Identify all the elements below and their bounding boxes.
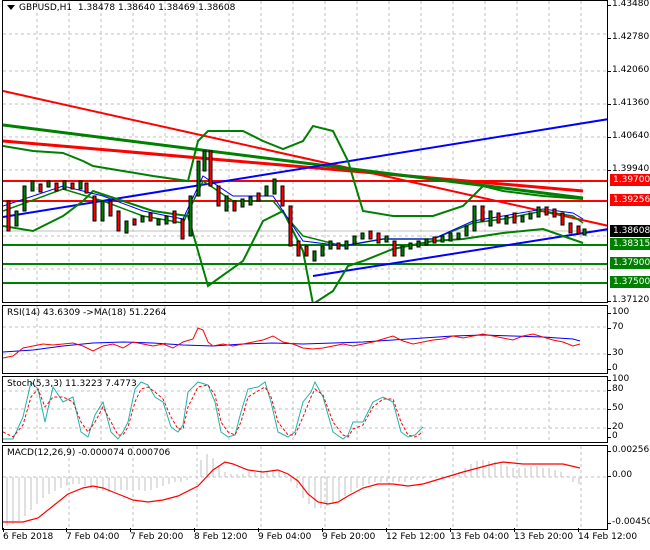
- time-tick: 12 Feb 12:00: [386, 528, 446, 542]
- rsi-tick: 70: [607, 322, 624, 332]
- time-tick: 13 Feb 20:00: [514, 528, 574, 542]
- resistance-tag: 1.39256: [610, 194, 650, 206]
- rsi-axis: 100 70 30 0: [607, 305, 650, 374]
- price-tick: 1.42060: [607, 65, 650, 75]
- support-tag: 1.37900: [610, 257, 650, 269]
- stochastic-title: Stoch(5,3,3) 11.3223 7.4773: [7, 379, 137, 389]
- price-tick: 1.43480: [607, 0, 650, 9]
- time-tick: 7 Feb 20:00: [130, 528, 184, 542]
- dropdown-arrow-icon[interactable]: [7, 5, 15, 10]
- resistance-tag: 1.39700: [610, 174, 650, 186]
- rsi-canvas: [3, 306, 607, 373]
- price-tick: 1.41360: [607, 98, 650, 108]
- stochastic-tick: 0: [608, 431, 618, 441]
- support-tag: 1.38315: [610, 238, 650, 250]
- macd-tick: -0.004507: [607, 517, 650, 527]
- support-tag: 1.37500: [610, 276, 650, 288]
- price-axis: 1.43480 1.42780 1.42060 1.41360 1.40640 …: [607, 0, 650, 305]
- rsi-panel[interactable]: RSI(14) 43.6309 ->MA(18) 51.2264: [2, 305, 608, 374]
- ohlc-values: 1.38478 1.38640 1.38469 1.38608: [77, 3, 236, 13]
- time-tick: 8 Feb 12:00: [194, 528, 248, 542]
- rsi-title: RSI(14) 43.6309 ->MA(18) 51.2264: [7, 308, 167, 318]
- time-tick: 6 Feb 2018: [3, 528, 54, 542]
- rsi-tick: 30: [607, 348, 624, 358]
- macd-tick: 0.00: [607, 470, 633, 480]
- time-tick: 14 Feb 12:00: [578, 528, 638, 542]
- price-chart-panel[interactable]: GBPUSD,H1 1.38478 1.38640 1.38469 1.3860…: [2, 0, 608, 303]
- time-axis: 6 Feb 2018 7 Feb 04:00 7 Feb 20:00 8 Feb…: [0, 528, 650, 550]
- stochastic-canvas: [3, 377, 607, 442]
- stochastic-axis: 100 80 50 20 0: [607, 374, 650, 443]
- macd-canvas: [3, 446, 607, 529]
- stochastic-tick: 100: [607, 374, 630, 384]
- stochastic-tick: 20: [607, 422, 624, 432]
- macd-axis: 0.002567 0.00 -0.004507: [607, 445, 650, 530]
- price-tick: 1.40640: [607, 131, 650, 141]
- current-price-tag: 1.38608: [610, 225, 650, 237]
- stochastic-tick: 50: [607, 403, 624, 413]
- rsi-tick: 100: [607, 307, 630, 317]
- symbol-label: GBPUSD,H1: [19, 3, 73, 13]
- stochastic-tick: 80: [607, 384, 624, 394]
- price-chart-canvas: [3, 1, 607, 302]
- chart-title: GBPUSD,H1 1.38478 1.38640 1.38469 1.3860…: [7, 3, 235, 13]
- macd-title: MACD(12,26,9) -0.000074 0.000706: [7, 448, 171, 458]
- time-tick: 9 Feb 20:00: [322, 528, 376, 542]
- time-tick: 13 Feb 04:00: [450, 528, 510, 542]
- time-tick: 7 Feb 04:00: [66, 528, 120, 542]
- stochastic-panel[interactable]: Stoch(5,3,3) 11.3223 7.4773: [2, 376, 608, 443]
- time-tick: 9 Feb 04:00: [258, 528, 312, 542]
- macd-panel[interactable]: MACD(12,26,9) -0.000074 0.000706: [2, 445, 608, 530]
- price-tick: 1.39940: [607, 164, 650, 174]
- price-tick: 1.37120: [607, 295, 650, 305]
- macd-tick: 0.002567: [608, 445, 650, 455]
- price-tick: 1.42780: [607, 32, 650, 42]
- rsi-tick: 0: [608, 363, 618, 373]
